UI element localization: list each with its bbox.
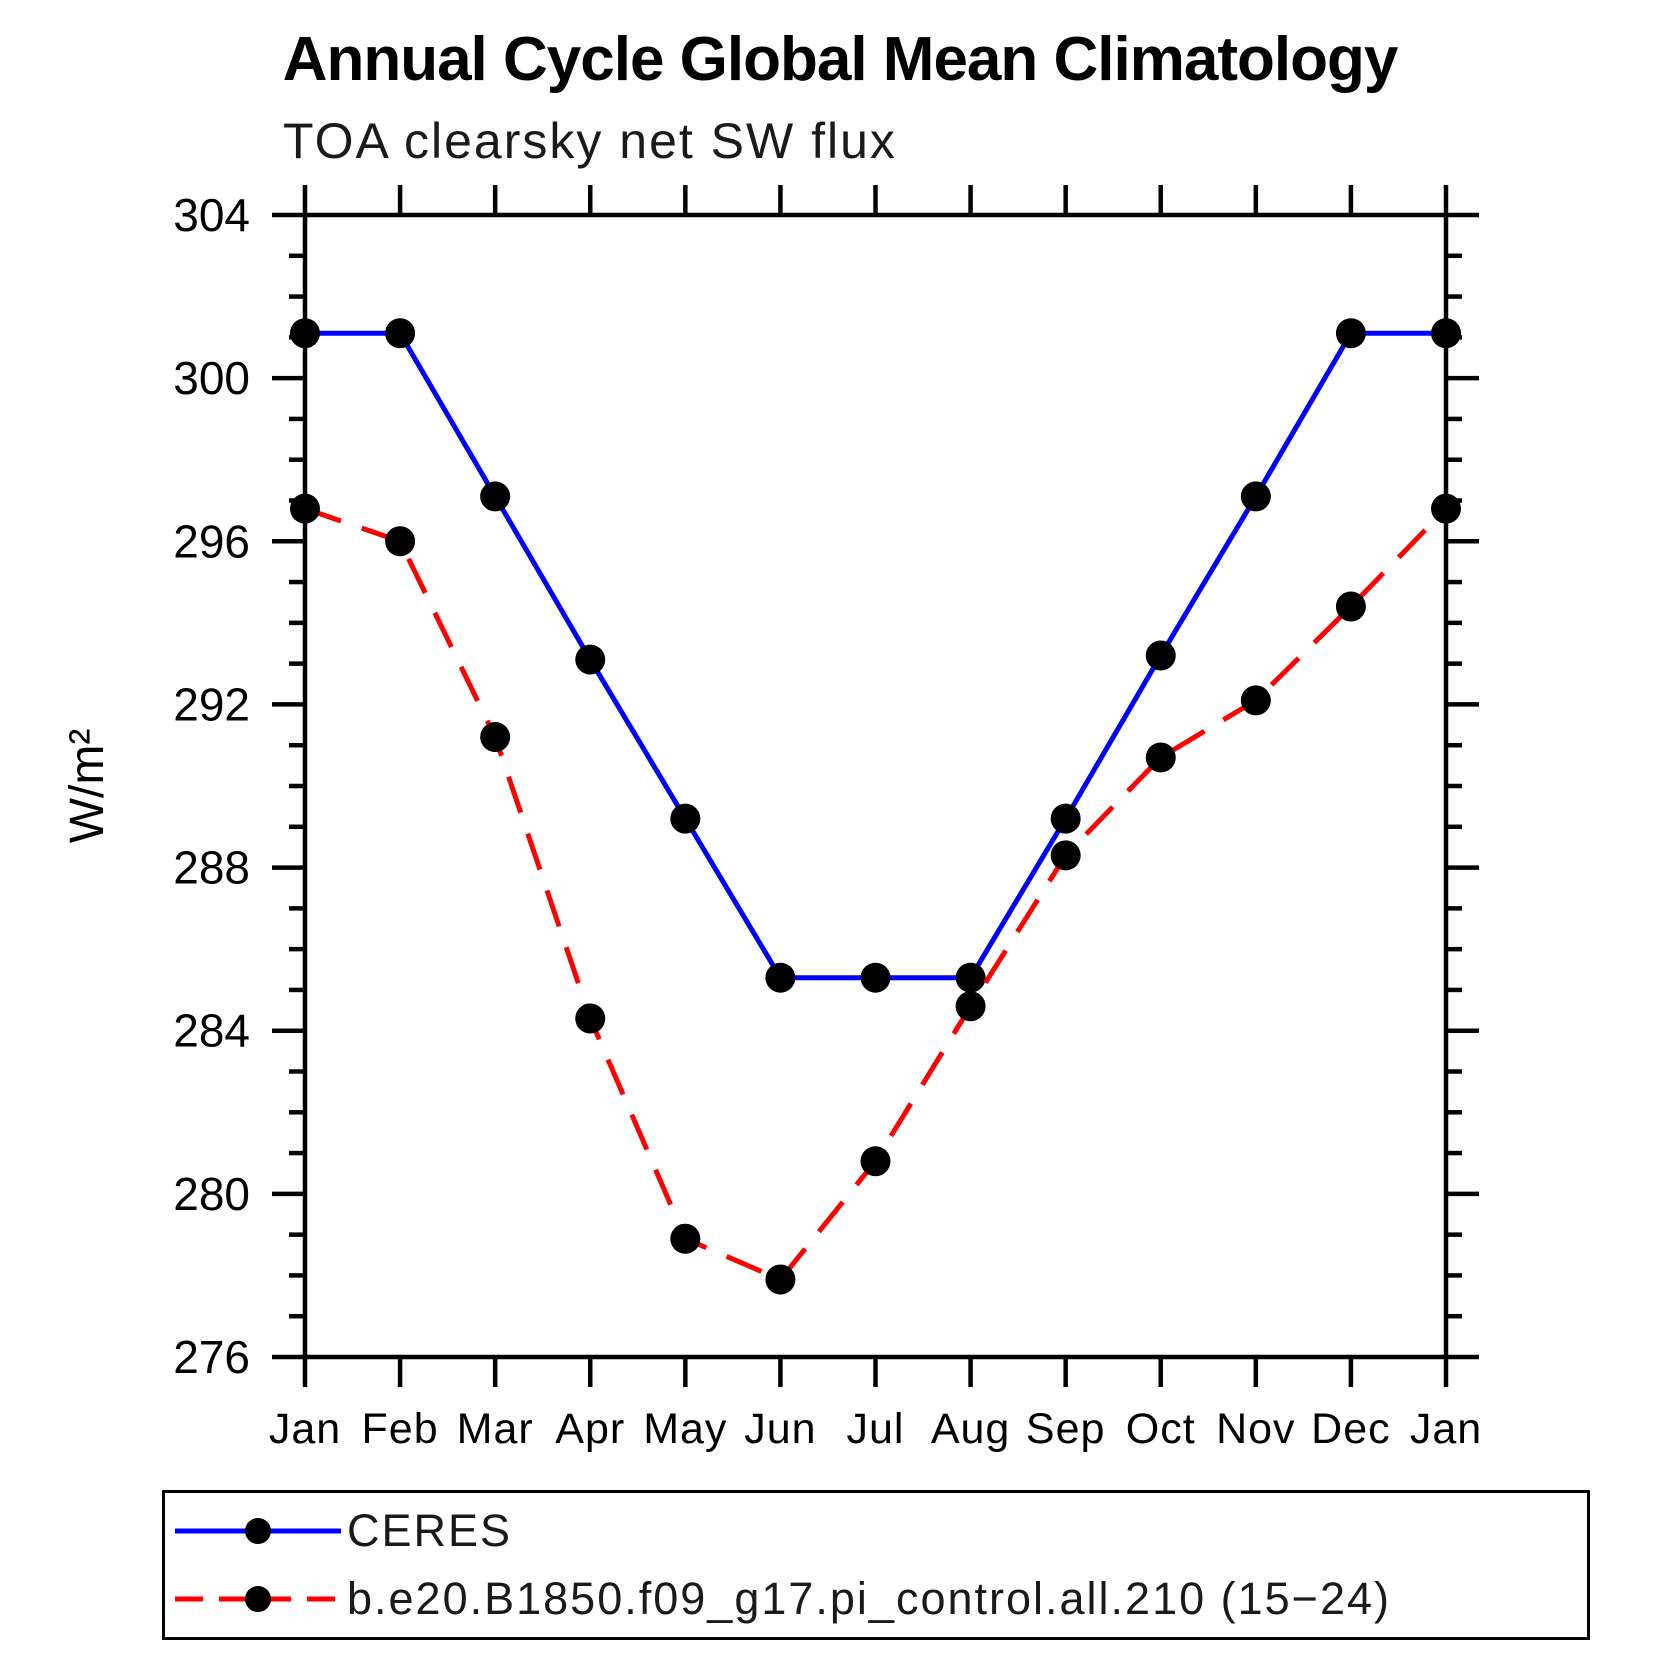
data-point-marker [765,1264,796,1295]
legend-row-ceres: CERES [171,1499,1587,1563]
data-point-marker [385,318,416,349]
data-point-marker [1240,685,1271,716]
data-point-marker [1145,640,1176,671]
data-point-marker [575,1003,606,1034]
chart-subtitle: TOA clearsky net SW flux [283,113,897,169]
y-axis-label: W/m² [61,729,114,844]
data-point-marker [1145,742,1176,773]
chart-title: Annual Cycle Global Mean Climatology [282,25,1399,94]
y-tick-label: 292 [173,678,250,730]
data-point-marker [480,481,511,512]
plot-frame [302,212,1449,1360]
data-point-marker [1335,591,1366,622]
x-tick-label: Jun [744,1405,816,1453]
legend-marker-icon [245,1586,271,1612]
data-point-marker [860,962,891,993]
data-point-marker [1240,481,1271,512]
y-tick-label: 280 [173,1168,250,1220]
y-tick-label: 304 [173,189,250,241]
data-point-marker [575,644,606,675]
data-point-marker [1050,803,1081,834]
series-line-0 [305,330,1446,981]
legend-marker-icon [245,1518,271,1544]
data-point-marker [1431,493,1461,524]
x-tick-label: Jul [847,1405,905,1453]
data-point-marker [1335,318,1366,349]
data-point-marker [480,722,511,753]
legend-row-model: b.e20.B1850.f09_g17.pi_control.all.210 (… [171,1567,1587,1631]
legend-label-ceres: CERES [347,1505,513,1556]
x-tick-label: Sep [1026,1405,1106,1453]
data-point-marker [290,318,320,349]
data-point-marker [670,1223,701,1254]
y-tick-label: 296 [173,515,250,567]
x-tick-label: Mar [457,1405,534,1453]
x-tick-label: Aug [931,1405,1011,1453]
data-point-marker [955,962,986,993]
x-tick-label: Jan [269,1405,341,1453]
x-tick-label: Nov [1216,1405,1295,1453]
y-tick-label: 276 [173,1331,250,1383]
y-tick-label: 288 [173,842,250,894]
data-point-marker [1050,840,1081,871]
data-point-marker [290,493,320,524]
legend: CERES b.e20.B1850.f09_g17.pi_control.all… [162,1490,1590,1640]
x-tick-label: Dec [1311,1405,1390,1453]
data-point-marker [1431,318,1461,349]
data-point-marker [955,991,986,1022]
x-tick-label: Feb [362,1405,439,1453]
x-tick-label: May [643,1405,727,1453]
data-point-marker [385,526,416,557]
x-tick-label: Oct [1126,1405,1196,1453]
data-point-marker [765,962,796,993]
x-tick-label: Jan [1410,1405,1482,1453]
data-point-marker [860,1146,891,1177]
legend-sample-ceres-line [175,1518,341,1544]
legend-label-model: b.e20.B1850.f09_g17.pi_control.all.210 (… [347,1573,1391,1624]
data-point-marker [670,803,701,834]
y-tick-label: 300 [173,352,250,404]
x-tick-label: Apr [555,1405,625,1453]
y-tick-label: 284 [173,1005,250,1057]
legend-sample-model-line [175,1586,341,1612]
